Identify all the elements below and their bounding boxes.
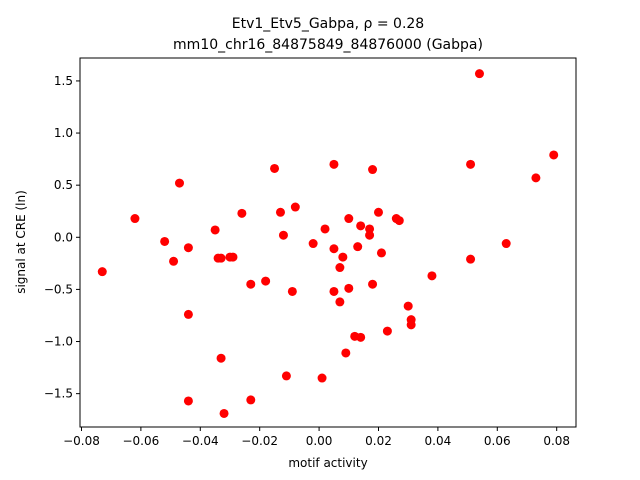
y-axis-ticks: −1.5 −1.0 −0.5 0.0 0.5 1.0 1.5 bbox=[44, 74, 80, 401]
data-point bbox=[169, 256, 179, 266]
x-tick-label: 0.04 bbox=[425, 434, 452, 448]
x-tick-label: −0.08 bbox=[63, 434, 100, 448]
data-point bbox=[368, 279, 378, 289]
data-point bbox=[308, 239, 318, 249]
x-tick-label: −0.04 bbox=[182, 434, 219, 448]
data-point bbox=[97, 267, 107, 277]
data-point bbox=[237, 208, 247, 218]
data-point bbox=[376, 248, 386, 258]
data-point bbox=[246, 279, 256, 289]
data-point bbox=[368, 165, 378, 175]
y-tick-label: 1.0 bbox=[54, 126, 73, 140]
data-point bbox=[261, 276, 271, 286]
x-tick-label: −0.06 bbox=[122, 434, 159, 448]
data-point bbox=[474, 69, 484, 79]
chart-title: Etv1_Etv5_Gabpa, ρ = 0.28 bbox=[232, 16, 424, 32]
x-tick-label: 0.02 bbox=[365, 434, 392, 448]
y-tick-label: −1.0 bbox=[44, 335, 73, 349]
data-point bbox=[329, 159, 339, 169]
data-point bbox=[549, 150, 559, 160]
data-point bbox=[365, 230, 375, 240]
y-tick-label: 0.0 bbox=[54, 230, 73, 244]
data-point bbox=[174, 178, 184, 188]
data-point bbox=[317, 373, 327, 383]
y-tick-label: −0.5 bbox=[44, 282, 73, 296]
data-point bbox=[329, 244, 339, 254]
plot-frame bbox=[79, 57, 577, 428]
data-point bbox=[183, 309, 193, 319]
data-point bbox=[338, 252, 348, 262]
x-tick-label: 0.06 bbox=[484, 434, 511, 448]
data-point bbox=[344, 214, 354, 224]
x-tick-label: −0.02 bbox=[241, 434, 278, 448]
x-axis-ticks: −0.08 −0.06 −0.04 −0.02 0.00 0.02 0.04 0.06 0.08 bbox=[63, 427, 570, 448]
data-point bbox=[344, 283, 354, 293]
data-point bbox=[278, 230, 288, 240]
data-point bbox=[210, 225, 220, 235]
data-point bbox=[406, 315, 416, 325]
y-tick-label: −1.5 bbox=[44, 387, 73, 401]
data-point bbox=[183, 396, 193, 406]
x-axis-label: motif activity bbox=[288, 456, 367, 470]
y-axis-label: signal at CRE (ln) bbox=[14, 190, 28, 294]
data-point bbox=[329, 286, 339, 296]
data-point bbox=[382, 326, 392, 336]
data-point bbox=[216, 253, 226, 263]
x-tick-label: 0.00 bbox=[306, 434, 333, 448]
data-point bbox=[501, 239, 511, 249]
data-point bbox=[356, 221, 366, 231]
y-tick-label: 1.5 bbox=[54, 74, 73, 88]
data-point bbox=[287, 286, 297, 296]
data-point bbox=[228, 252, 238, 262]
data-point bbox=[216, 353, 226, 363]
data-point bbox=[466, 254, 476, 264]
data-point bbox=[290, 202, 300, 212]
x-tick-label: 0.08 bbox=[543, 434, 570, 448]
data-point bbox=[403, 301, 413, 311]
data-point bbox=[246, 395, 256, 405]
data-point bbox=[531, 173, 541, 183]
data-point bbox=[394, 216, 404, 226]
data-point bbox=[130, 214, 140, 224]
data-point bbox=[335, 297, 345, 307]
data-point bbox=[373, 207, 383, 217]
chart-subtitle: mm10_chr16_84875849_84876000 (Gabpa) bbox=[173, 37, 483, 53]
y-tick-label: 0.5 bbox=[54, 178, 73, 192]
data-point bbox=[183, 243, 193, 253]
data-point bbox=[160, 236, 170, 246]
data-point bbox=[219, 408, 229, 418]
data-point bbox=[281, 371, 291, 381]
data-point bbox=[365, 224, 375, 234]
data-point bbox=[320, 224, 330, 234]
data-point bbox=[427, 271, 437, 281]
data-point bbox=[353, 242, 363, 252]
data-point bbox=[356, 332, 366, 342]
data-point bbox=[335, 263, 345, 273]
data-points bbox=[97, 69, 559, 418]
data-point bbox=[270, 163, 280, 173]
data-point bbox=[466, 159, 476, 169]
data-point bbox=[275, 207, 285, 217]
data-point bbox=[341, 348, 351, 358]
